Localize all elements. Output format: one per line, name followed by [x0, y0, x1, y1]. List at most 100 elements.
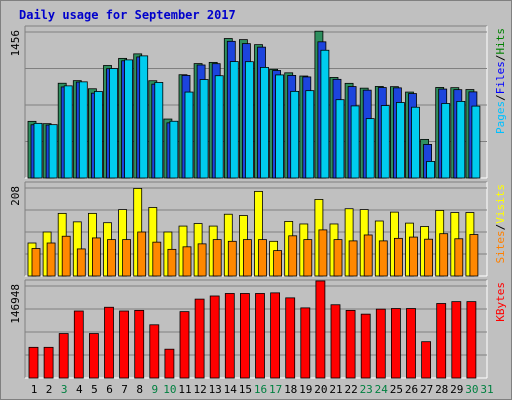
y-max-label: 208: [9, 186, 22, 206]
bar-kbytes-19: [300, 307, 311, 379]
bar-pages-2: [48, 124, 58, 179]
bar-pages-13: [214, 75, 224, 179]
bar-pages-30: [471, 105, 481, 179]
bar-sites-6: [107, 239, 116, 277]
bar-sites-20: [318, 229, 328, 277]
bar-kbytes-17: [270, 292, 281, 379]
bar-sites-13: [212, 239, 222, 277]
bar-pages-1: [33, 122, 43, 179]
legend-separator: /: [494, 224, 507, 231]
x-tick-label: 17: [269, 383, 282, 396]
panel-visits-sites: 208 Sites/Visits: [9, 181, 507, 277]
bar-sites-23: [363, 234, 373, 277]
x-tick-label: 15: [239, 383, 252, 396]
bar-kbytes-11: [179, 311, 190, 379]
legend-kbytes: KBytes: [494, 282, 507, 322]
bar-kbytes-26: [406, 308, 416, 379]
bar-pages-17: [275, 74, 285, 179]
x-tick-label: 8: [136, 383, 143, 396]
bar-pages-19: [305, 90, 315, 179]
bar-kbytes-18: [285, 297, 296, 379]
bar-kbytes-22: [345, 309, 356, 379]
bar-sites-30: [469, 234, 479, 277]
bar-sites-9: [152, 241, 162, 277]
bar-sites-29: [454, 238, 464, 277]
x-tick-label: 18: [284, 383, 297, 396]
x-tick-label: 4: [76, 383, 83, 396]
bar-sites-8: [137, 231, 147, 277]
bar-pages-18: [290, 90, 300, 179]
x-tick-label: 21: [329, 383, 342, 396]
bar-pages-5: [94, 91, 103, 179]
x-tick-label: 9: [151, 383, 158, 396]
x-tick-label: 22: [344, 383, 357, 396]
bar-pages-22: [350, 105, 360, 179]
bar-kbytes-15: [239, 293, 250, 379]
bar-kbytes-13: [209, 295, 220, 379]
bar-pages-3: [63, 85, 73, 179]
bar-kbytes-2: [43, 346, 54, 379]
x-tick-label: 16: [254, 383, 267, 396]
bar-pages-11: [184, 91, 194, 179]
x-tick-label: 6: [106, 383, 113, 396]
bar-kbytes-1: [28, 346, 39, 379]
x-tick-label: 19: [299, 383, 312, 396]
x-tick-label: 29: [450, 383, 463, 396]
x-tick-label: 10: [163, 383, 176, 396]
bar-sites-14: [227, 240, 237, 277]
bar-sites-26: [409, 236, 418, 277]
bar-kbytes-3: [58, 333, 69, 379]
bar-kbytes-4: [73, 310, 84, 379]
x-tick-label: 31: [480, 383, 493, 396]
x-tick-label: 1: [31, 383, 38, 396]
legend-item-files: Files: [494, 61, 507, 94]
bar-sites-27: [424, 238, 434, 277]
bar-sites-2: [46, 242, 56, 277]
x-tick-label: 30: [465, 383, 478, 396]
bar-kbytes-9: [149, 324, 160, 379]
x-tick-label: 13: [209, 383, 222, 396]
bar-sites-21: [333, 239, 343, 277]
bar-kbytes-30: [466, 301, 477, 379]
x-tick-label: 23: [360, 383, 373, 396]
bar-kbytes-10: [164, 348, 175, 379]
bar-kbytes-16: [255, 293, 265, 379]
bar-kbytes-21: [330, 304, 341, 379]
bar-kbytes-28: [436, 303, 447, 379]
bar-pages-23: [365, 118, 375, 179]
legend-item-pages: Pages: [494, 101, 507, 134]
y-max-label: 1456: [9, 30, 22, 57]
bar-sites-16: [258, 239, 267, 277]
legend-hits-files-pages: Pages/Files/Hits: [494, 28, 507, 134]
bar-sites-11: [182, 246, 192, 277]
x-tick-label: 27: [420, 383, 433, 396]
x-tick-label: 7: [121, 383, 128, 396]
bar-kbytes-24: [375, 308, 386, 379]
legend-item-kbytes: KBytes: [494, 282, 507, 322]
bar-pages-7: [124, 59, 133, 179]
bar-sites-4: [76, 248, 86, 277]
x-tick-label: 20: [314, 383, 327, 396]
x-tick-label: 26: [405, 383, 418, 396]
bar-sites-28: [439, 233, 449, 277]
bar-pages-15: [244, 61, 254, 179]
bar-pages-14: [229, 61, 239, 179]
bar-sites-25: [393, 237, 403, 277]
bar-kbytes-23: [360, 313, 371, 379]
bar-sites-18: [288, 235, 298, 277]
bar-pages-24: [380, 105, 390, 179]
bar-pages-16: [260, 66, 269, 179]
bar-pages-8: [139, 55, 149, 179]
x-tick-label: 2: [46, 383, 53, 396]
bar-kbytes-5: [89, 333, 99, 379]
bar-sites-7: [122, 239, 131, 277]
bar-sites-17: [273, 250, 283, 277]
bar-sites-24: [378, 240, 388, 277]
legend-visits-sites: Sites/Visits: [494, 184, 507, 264]
bar-pages-21: [335, 99, 345, 179]
legend-separator: /: [494, 55, 507, 62]
x-tick-label: 11: [178, 383, 191, 396]
bar-kbytes-8: [134, 309, 145, 379]
chart-title: Daily usage for September 2017: [19, 8, 236, 22]
